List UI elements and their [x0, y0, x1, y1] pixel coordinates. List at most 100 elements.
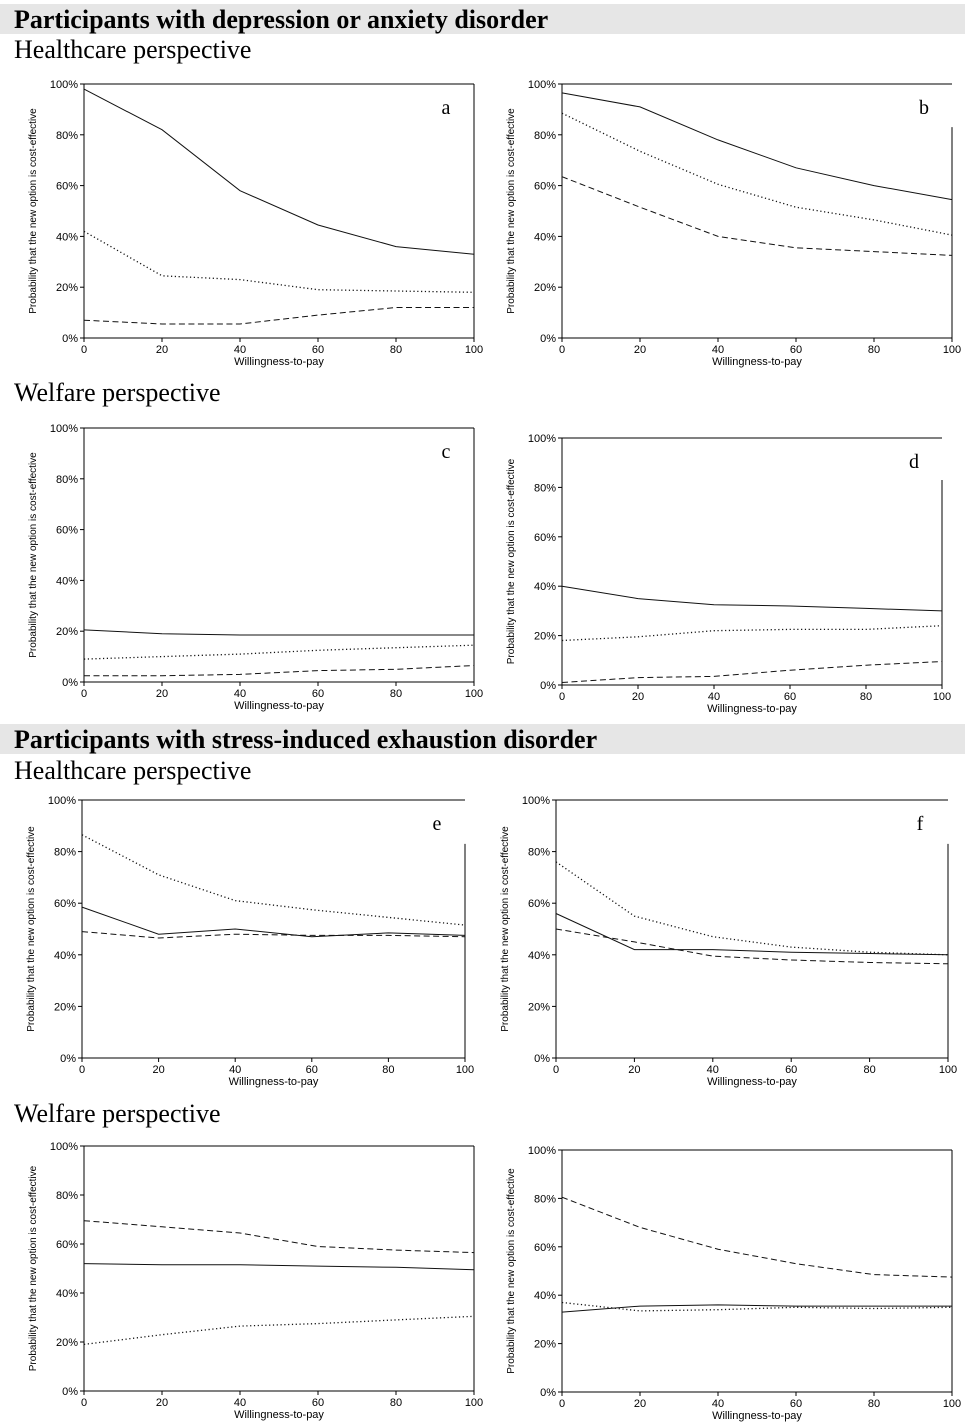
x-tick-label: 0 [81, 688, 87, 700]
y-tick-label: 60% [534, 181, 556, 193]
x-tick-label: 80 [390, 688, 402, 700]
y-tick-label: 100% [50, 1141, 78, 1153]
x-tick-label: 60 [790, 344, 802, 356]
y-tick-label: 60% [56, 181, 78, 193]
chart-panel-f: 0% 20% 40% 60% 80% 100% 0 20 40 60 80 100 Willingnes… [500, 795, 957, 1088]
x-tick-label: 20 [156, 1397, 168, 1409]
x-axis-title: Willingness-to-pay [707, 703, 797, 715]
y-tick-label: 0% [540, 333, 556, 345]
x-tick-label: 0 [553, 1064, 559, 1076]
y-tick-label: 60% [534, 1242, 556, 1254]
y-tick-label: 80% [56, 1190, 78, 1202]
y-axis-title: Probability that the new option is cost-… [506, 1168, 517, 1374]
series-line-dashed [561, 661, 943, 683]
x-tick-label: 100 [943, 1398, 961, 1410]
y-tick-label: 20% [534, 1339, 556, 1351]
y-tick-label: 80% [534, 482, 556, 494]
panel-label: f [917, 813, 924, 835]
y-tick-label: 40% [56, 231, 78, 243]
y-tick-label: 20% [528, 1001, 550, 1013]
panel-label: b [919, 97, 929, 119]
x-tick-label: 60 [312, 1397, 324, 1409]
y-tick-label: 60% [56, 525, 78, 537]
x-tick-label: 20 [156, 344, 168, 356]
series-line-dotted [83, 644, 475, 660]
x-tick-label: 0 [81, 344, 87, 356]
x-tick-label: 80 [390, 1397, 402, 1409]
series-line-dotted [83, 1315, 475, 1346]
x-tick-label: 20 [634, 1398, 646, 1410]
y-tick-label: 0% [540, 1387, 556, 1399]
x-tick-label: 80 [868, 344, 880, 356]
y-tick-label: 20% [56, 626, 78, 638]
y-tick-label: 0% [62, 333, 78, 345]
chart-panel-h: 0% 20% 40% 60% 80% 100% 0 20 40 60 80 100 Willingnes… [506, 1145, 961, 1422]
x-tick-label: 100 [465, 1397, 483, 1409]
panel-label: c [442, 441, 451, 463]
series-line-dashed [83, 307, 474, 325]
x-tick-label: 40 [234, 688, 246, 700]
x-tick-label: 20 [628, 1064, 640, 1076]
x-tick-label: 40 [708, 691, 720, 703]
y-tick-label: 40% [534, 1290, 556, 1302]
x-axis-title: Willingness-to-pay [234, 1409, 324, 1421]
x-axis-title: Willingness-to-pay [707, 1076, 797, 1088]
y-tick-label: 40% [54, 950, 76, 962]
x-tick-label: 100 [456, 1064, 474, 1076]
series-line-solid [81, 906, 466, 938]
x-tick-label: 80 [382, 1064, 394, 1076]
y-tick-label: 80% [534, 1193, 556, 1205]
x-tick-label: 0 [559, 691, 565, 703]
y-tick-label: 80% [56, 474, 78, 486]
series-line-solid [83, 1263, 475, 1271]
chart-panel-g: 0% 20% 40% 60% 80% 100% 0 20 40 60 80 100 Willingnes… [28, 1141, 483, 1421]
y-tick-label: 40% [56, 575, 78, 587]
x-tick-label: 40 [712, 344, 724, 356]
series-line-dotted [561, 1301, 953, 1312]
x-tick-label: 80 [863, 1064, 875, 1076]
y-tick-label: 20% [54, 1001, 76, 1013]
y-tick-label: 100% [50, 423, 78, 435]
welfare-perspective-heading: Welfare perspective [14, 1099, 221, 1128]
series-line-solid [561, 1304, 952, 1313]
y-tick-label: 20% [56, 282, 78, 294]
x-tick-label: 20 [632, 691, 644, 703]
x-tick-label: 80 [868, 1398, 880, 1410]
y-tick-label: 80% [54, 847, 76, 859]
y-tick-label: 80% [534, 130, 556, 142]
y-tick-label: 40% [56, 1288, 78, 1300]
series-line-solid [555, 913, 949, 956]
series-line-solid [561, 585, 943, 612]
series-line-dashed [84, 665, 475, 677]
y-tick-label: 100% [48, 795, 76, 807]
panel-label: d [909, 451, 919, 473]
y-tick-label: 0% [62, 677, 78, 689]
y-tick-label: 0% [534, 1053, 550, 1065]
x-tick-label: 20 [152, 1064, 164, 1076]
series-line-dotted [83, 230, 475, 293]
y-tick-label: 20% [56, 1337, 78, 1349]
x-tick-label: 80 [860, 691, 872, 703]
x-tick-label: 60 [312, 344, 324, 356]
y-tick-label: 100% [528, 79, 556, 91]
y-tick-label: 80% [528, 847, 550, 859]
chart-panel-b: 0% 20% 40% 60% 80% 100% 0 20 40 60 80 100 Willingnes… [506, 79, 961, 368]
x-tick-label: 60 [312, 688, 324, 700]
y-tick-label: 100% [528, 433, 556, 445]
section-header-depression-anxiety: Participants with depression or anxiety … [0, 4, 965, 34]
x-tick-label: 60 [790, 1398, 802, 1410]
y-tick-label: 20% [534, 282, 556, 294]
x-axis-title: Willingness-to-pay [234, 356, 324, 368]
y-tick-label: 60% [56, 1239, 78, 1251]
chart-panel-e: 0% 20% 40% 60% 80% 100% 0 20 40 60 80 100 Willingnes… [26, 795, 474, 1088]
panel-label: e [433, 813, 442, 835]
x-tick-label: 80 [390, 344, 402, 356]
series-line-dashed [561, 1196, 953, 1278]
x-tick-label: 60 [784, 691, 796, 703]
y-tick-label: 40% [534, 231, 556, 243]
x-tick-label: 20 [634, 344, 646, 356]
x-tick-label: 100 [465, 344, 483, 356]
series-line-solid [83, 88, 475, 255]
x-tick-label: 100 [939, 1064, 957, 1076]
series-line-dotted [561, 625, 943, 642]
